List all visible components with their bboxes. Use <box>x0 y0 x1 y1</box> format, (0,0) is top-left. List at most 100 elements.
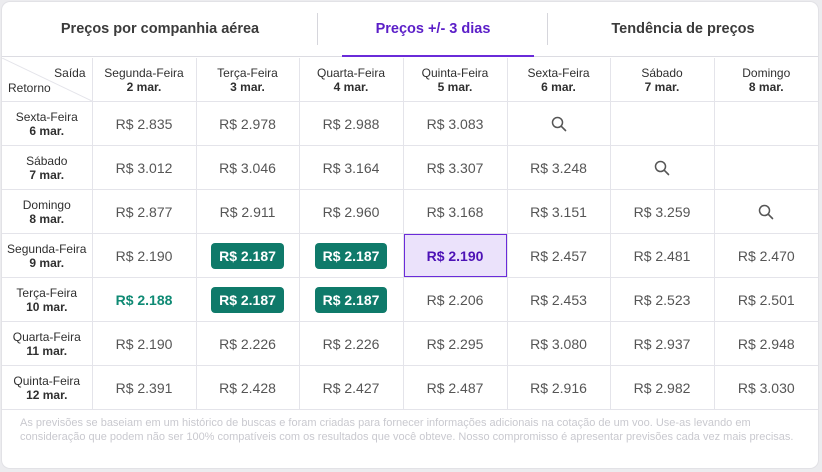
row-header-return-date: Quarta-Feira 11 mar. <box>2 321 93 366</box>
low-price-cell[interactable]: R$ 2.188 <box>92 277 197 322</box>
price-cell[interactable]: R$ 2.487 <box>403 365 508 410</box>
price-cell[interactable]: R$ 2.937 <box>610 321 715 366</box>
price-cell[interactable]: R$ 3.012 <box>92 145 197 190</box>
column-header-outbound-date: Quinta-Feira 5 mar. <box>403 58 508 102</box>
column-header-outbound-date: Segunda-Feira 2 mar. <box>92 58 197 102</box>
price-value: R$ 3.030 <box>737 379 795 396</box>
price-cell[interactable]: R$ 3.030 <box>714 365 818 410</box>
row-header-return-date: Quinta-Feira 12 mar. <box>2 365 93 410</box>
table-row: Sexta-Feira 6 mar. R$ 2.835 R$ 2.978 R$ 2.98… <box>2 101 818 146</box>
price-cell[interactable]: R$ 2.978 <box>196 101 300 146</box>
price-cell[interactable]: R$ 3.307 <box>403 145 508 190</box>
cheapest-price-cell[interactable]: R$ 2.187 <box>299 277 404 322</box>
selected-price-cell[interactable]: R$ 2.190 <box>403 233 508 278</box>
price-value: R$ 2.988 <box>322 115 380 132</box>
column-date-label: 5 mar. <box>437 79 473 94</box>
cheapest-price-cell[interactable]: R$ 2.187 <box>299 233 404 278</box>
column-header-outbound-date: Quarta-Feira 4 mar. <box>299 58 404 102</box>
price-value: R$ 3.164 <box>322 159 380 176</box>
price-cell[interactable]: R$ 2.988 <box>299 101 404 146</box>
column-header-outbound-date: Terça-Feira 3 mar. <box>196 58 300 102</box>
cheapest-price-cell[interactable]: R$ 2.187 <box>196 277 300 322</box>
price-cell[interactable]: R$ 2.391 <box>92 365 197 410</box>
price-cell[interactable]: R$ 3.080 <box>507 321 611 366</box>
tab-divider <box>547 13 548 45</box>
price-value: R$ 3.248 <box>530 159 587 176</box>
price-cell[interactable]: R$ 2.501 <box>714 277 818 322</box>
price-cell[interactable]: R$ 2.481 <box>610 233 715 278</box>
price-cell[interactable]: R$ 3.151 <box>507 189 611 234</box>
price-value: R$ 2.457 <box>530 247 587 264</box>
price-cell[interactable]: R$ 2.960 <box>299 189 404 234</box>
row-day-label: Segunda-Feira <box>7 241 87 256</box>
price-cell[interactable]: R$ 3.168 <box>403 189 508 234</box>
price-cell[interactable]: R$ 2.295 <box>403 321 508 366</box>
price-cell[interactable]: R$ 2.226 <box>196 321 300 366</box>
price-cell[interactable]: R$ 3.248 <box>507 145 611 190</box>
price-cell[interactable]: R$ 2.226 <box>299 321 404 366</box>
row-day-label: Terça-Feira <box>16 285 78 300</box>
price-cell[interactable]: R$ 2.948 <box>714 321 818 366</box>
low-price-value: R$ 2.188 <box>115 291 173 308</box>
price-value: R$ 2.501 <box>737 291 795 308</box>
price-value: R$ 2.428 <box>219 379 276 396</box>
search-icon[interactable] <box>715 204 819 220</box>
price-cell[interactable]: R$ 2.427 <box>299 365 404 410</box>
price-value: R$ 2.481 <box>633 247 691 264</box>
search-price-cell[interactable] <box>610 145 715 190</box>
price-value: R$ 2.427 <box>322 379 380 396</box>
price-cell[interactable]: R$ 2.190 <box>92 233 197 278</box>
row-date-label: 10 mar. <box>26 299 68 314</box>
price-cell[interactable]: R$ 3.083 <box>403 101 508 146</box>
tab-label: Tendência de preços <box>611 21 755 37</box>
price-value: R$ 2.226 <box>219 335 276 352</box>
price-value: R$ 3.259 <box>633 203 691 220</box>
table-row: Sábado 7 mar. R$ 3.012 R$ 3.046 R$ 3.164 R$ 3… <box>2 145 818 190</box>
forecast-disclaimer: As previsões se baseiam em um histórico … <box>20 417 794 443</box>
outbound-label: Saída <box>54 66 86 80</box>
row-date-label: 7 mar. <box>29 167 65 182</box>
row-day-label: Sábado <box>26 153 68 168</box>
search-icon[interactable] <box>611 160 714 176</box>
price-value: R$ 3.151 <box>530 203 587 220</box>
empty-cell <box>610 101 715 146</box>
price-cell[interactable]: R$ 2.457 <box>507 233 611 278</box>
cheapest-price-cell[interactable]: R$ 2.187 <box>196 233 300 278</box>
column-day-label: Segunda-Feira <box>104 65 184 80</box>
search-price-cell[interactable] <box>507 101 611 146</box>
tab-airline-prices[interactable]: Preços por companhia aérea <box>2 2 318 56</box>
column-day-label: Quarta-Feira <box>316 65 386 80</box>
column-date-label: 4 mar. <box>333 79 369 94</box>
price-cell[interactable]: R$ 2.190 <box>92 321 197 366</box>
corner-diagonal <box>2 58 91 101</box>
tab-flexible-dates[interactable]: Preços +/- 3 dias <box>318 2 548 57</box>
price-value: R$ 3.012 <box>115 159 173 176</box>
search-price-cell[interactable] <box>714 189 819 234</box>
column-day-label: Sábado <box>641 65 683 80</box>
price-cell[interactable]: R$ 3.259 <box>610 189 715 234</box>
row-header-return-date: Sábado 7 mar. <box>2 145 93 190</box>
price-cell[interactable]: R$ 2.877 <box>92 189 197 234</box>
price-cell[interactable]: R$ 2.982 <box>610 365 715 410</box>
row-date-label: 9 mar. <box>29 255 65 270</box>
price-cell[interactable]: R$ 2.911 <box>196 189 300 234</box>
price-grid: Saída Retorno Segunda-Feira 2 mar. Terça-F… <box>2 58 818 410</box>
price-cell[interactable]: R$ 2.453 <box>507 277 611 322</box>
price-cell[interactable]: R$ 2.206 <box>403 277 508 322</box>
search-icon[interactable] <box>508 116 610 132</box>
price-cell[interactable]: R$ 3.046 <box>196 145 300 190</box>
price-cell[interactable]: R$ 3.164 <box>299 145 404 190</box>
header-row: Saída Retorno Segunda-Feira 2 mar. Terça-F… <box>2 58 818 102</box>
price-cell[interactable]: R$ 2.916 <box>507 365 611 410</box>
price-value: R$ 2.453 <box>530 291 587 308</box>
row-date-label: 12 mar. <box>26 387 68 402</box>
price-cell[interactable]: R$ 2.835 <box>92 101 197 146</box>
price-cell[interactable]: R$ 2.428 <box>196 365 300 410</box>
tab-label: Preços +/- 3 dias <box>375 21 491 37</box>
column-header-outbound-date: Sexta-Feira 6 mar. <box>507 58 611 102</box>
row-date-label: 6 mar. <box>29 123 65 138</box>
column-day-label: Sexta-Feira <box>527 65 590 80</box>
price-cell[interactable]: R$ 2.470 <box>714 233 818 278</box>
price-cell[interactable]: R$ 2.523 <box>610 277 715 322</box>
tab-price-trend[interactable]: Tendência de preços <box>548 2 818 56</box>
